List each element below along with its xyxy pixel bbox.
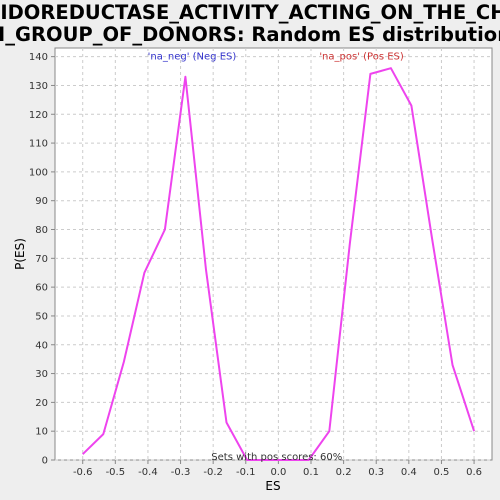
x-tick-label: 0.1 [303, 467, 319, 478]
chart-title-line-2: H_GROUP_OF_DONORS: Random ES distributio… [0, 23, 500, 46]
axes: -0.6 -0.5 -0.4 -0.3 -0.2 -0.1 0.0 0.1 0.2 0.3 0.4 0… [29, 52, 482, 478]
y-tick-label: 30 [35, 369, 48, 380]
y-tick-label: 120 [29, 110, 48, 121]
y-tick-label: 100 [29, 167, 48, 178]
y-tick-label: 70 [35, 254, 48, 265]
y-tick-label: 90 [35, 196, 48, 207]
x-tick-label: 0.3 [368, 467, 384, 478]
x-tick-label: 0.0 [270, 467, 286, 478]
chart-title-line-1: OXIDOREDUCTASE_ACTIVITY_ACTING_ON_THE_CH… [0, 1, 500, 24]
y-tick-label: 10 [35, 427, 48, 438]
x-tick-label: -0.3 [171, 467, 191, 478]
x-tick-label: 0.5 [433, 467, 449, 478]
y-tick-label: 20 [35, 398, 48, 409]
y-tick-label: 140 [29, 52, 48, 63]
x-tick-label: -0.5 [106, 467, 126, 478]
series-layer [82, 67, 476, 461]
x-tick-label: -0.1 [236, 467, 256, 478]
x-tick-label: 0.2 [336, 467, 352, 478]
annotation-label: Sets with pos scores: 60% [211, 452, 342, 463]
plot-area [54, 47, 493, 461]
x-tick-label: -0.4 [138, 467, 158, 478]
x-tick-label: 0.6 [466, 467, 482, 478]
y-tick-label: 0 [42, 456, 48, 467]
y-tick-label: 50 [35, 311, 48, 322]
x-tick-label: -0.6 [73, 467, 93, 478]
y-axis-label: P(ES) [13, 238, 27, 270]
y-tick-label: 130 [29, 81, 48, 92]
x-axis-label: ES [265, 479, 280, 493]
y-tick-label: 40 [35, 340, 48, 351]
series-line [82, 67, 476, 461]
annotation-label: 'na_pos' (Pos ES) [319, 52, 404, 63]
y-tick-label: 80 [35, 225, 48, 236]
y-tick-label: 110 [29, 139, 48, 150]
x-tick-label: -0.2 [203, 467, 223, 478]
y-tick-label: 60 [35, 283, 48, 294]
x-tick-label: 0.4 [401, 467, 417, 478]
annotation-label: 'na_neg' (Neg ES) [148, 52, 237, 63]
annotations: 'na_neg' (Neg ES) 'na_pos' (Pos ES) Sets w… [148, 52, 404, 463]
